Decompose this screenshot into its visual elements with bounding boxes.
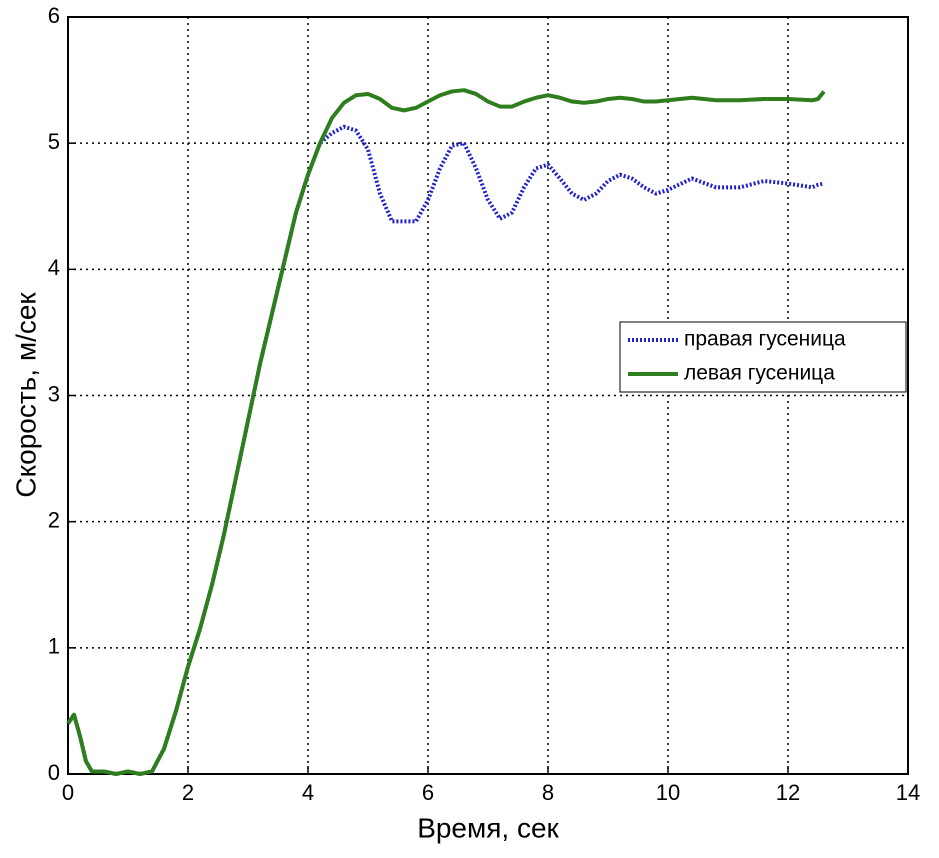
legend-box [619, 321, 907, 393]
x-tick-label: 12 [776, 780, 800, 805]
data-line [66, 88, 826, 776]
x-tick-label: 14 [896, 780, 920, 805]
y-tick-label: 0 [48, 760, 60, 785]
legend-label: левая гусеница [684, 362, 835, 385]
x-tick-label: 6 [422, 780, 434, 805]
legend-label: правая гусеница [684, 328, 846, 351]
x-tick-label: 8 [542, 780, 554, 805]
y-tick-label: 5 [48, 129, 60, 154]
y-tick-label: 1 [48, 634, 60, 659]
y-tick-label: 2 [48, 507, 60, 532]
y-tick-label: 6 [48, 3, 60, 28]
plot-frame [67, 16, 909, 775]
y-tick-label: 4 [48, 255, 60, 280]
y-tick-label: 3 [48, 381, 60, 406]
x-tick-label: 10 [656, 780, 680, 805]
x-axis-label: Время, сек [417, 812, 559, 843]
x-tick-label: 2 [182, 780, 194, 805]
x-tick-label: 0 [62, 780, 74, 805]
y-axis-label: Скорость, м/сек [10, 292, 41, 498]
x-tick-label: 4 [302, 780, 314, 805]
